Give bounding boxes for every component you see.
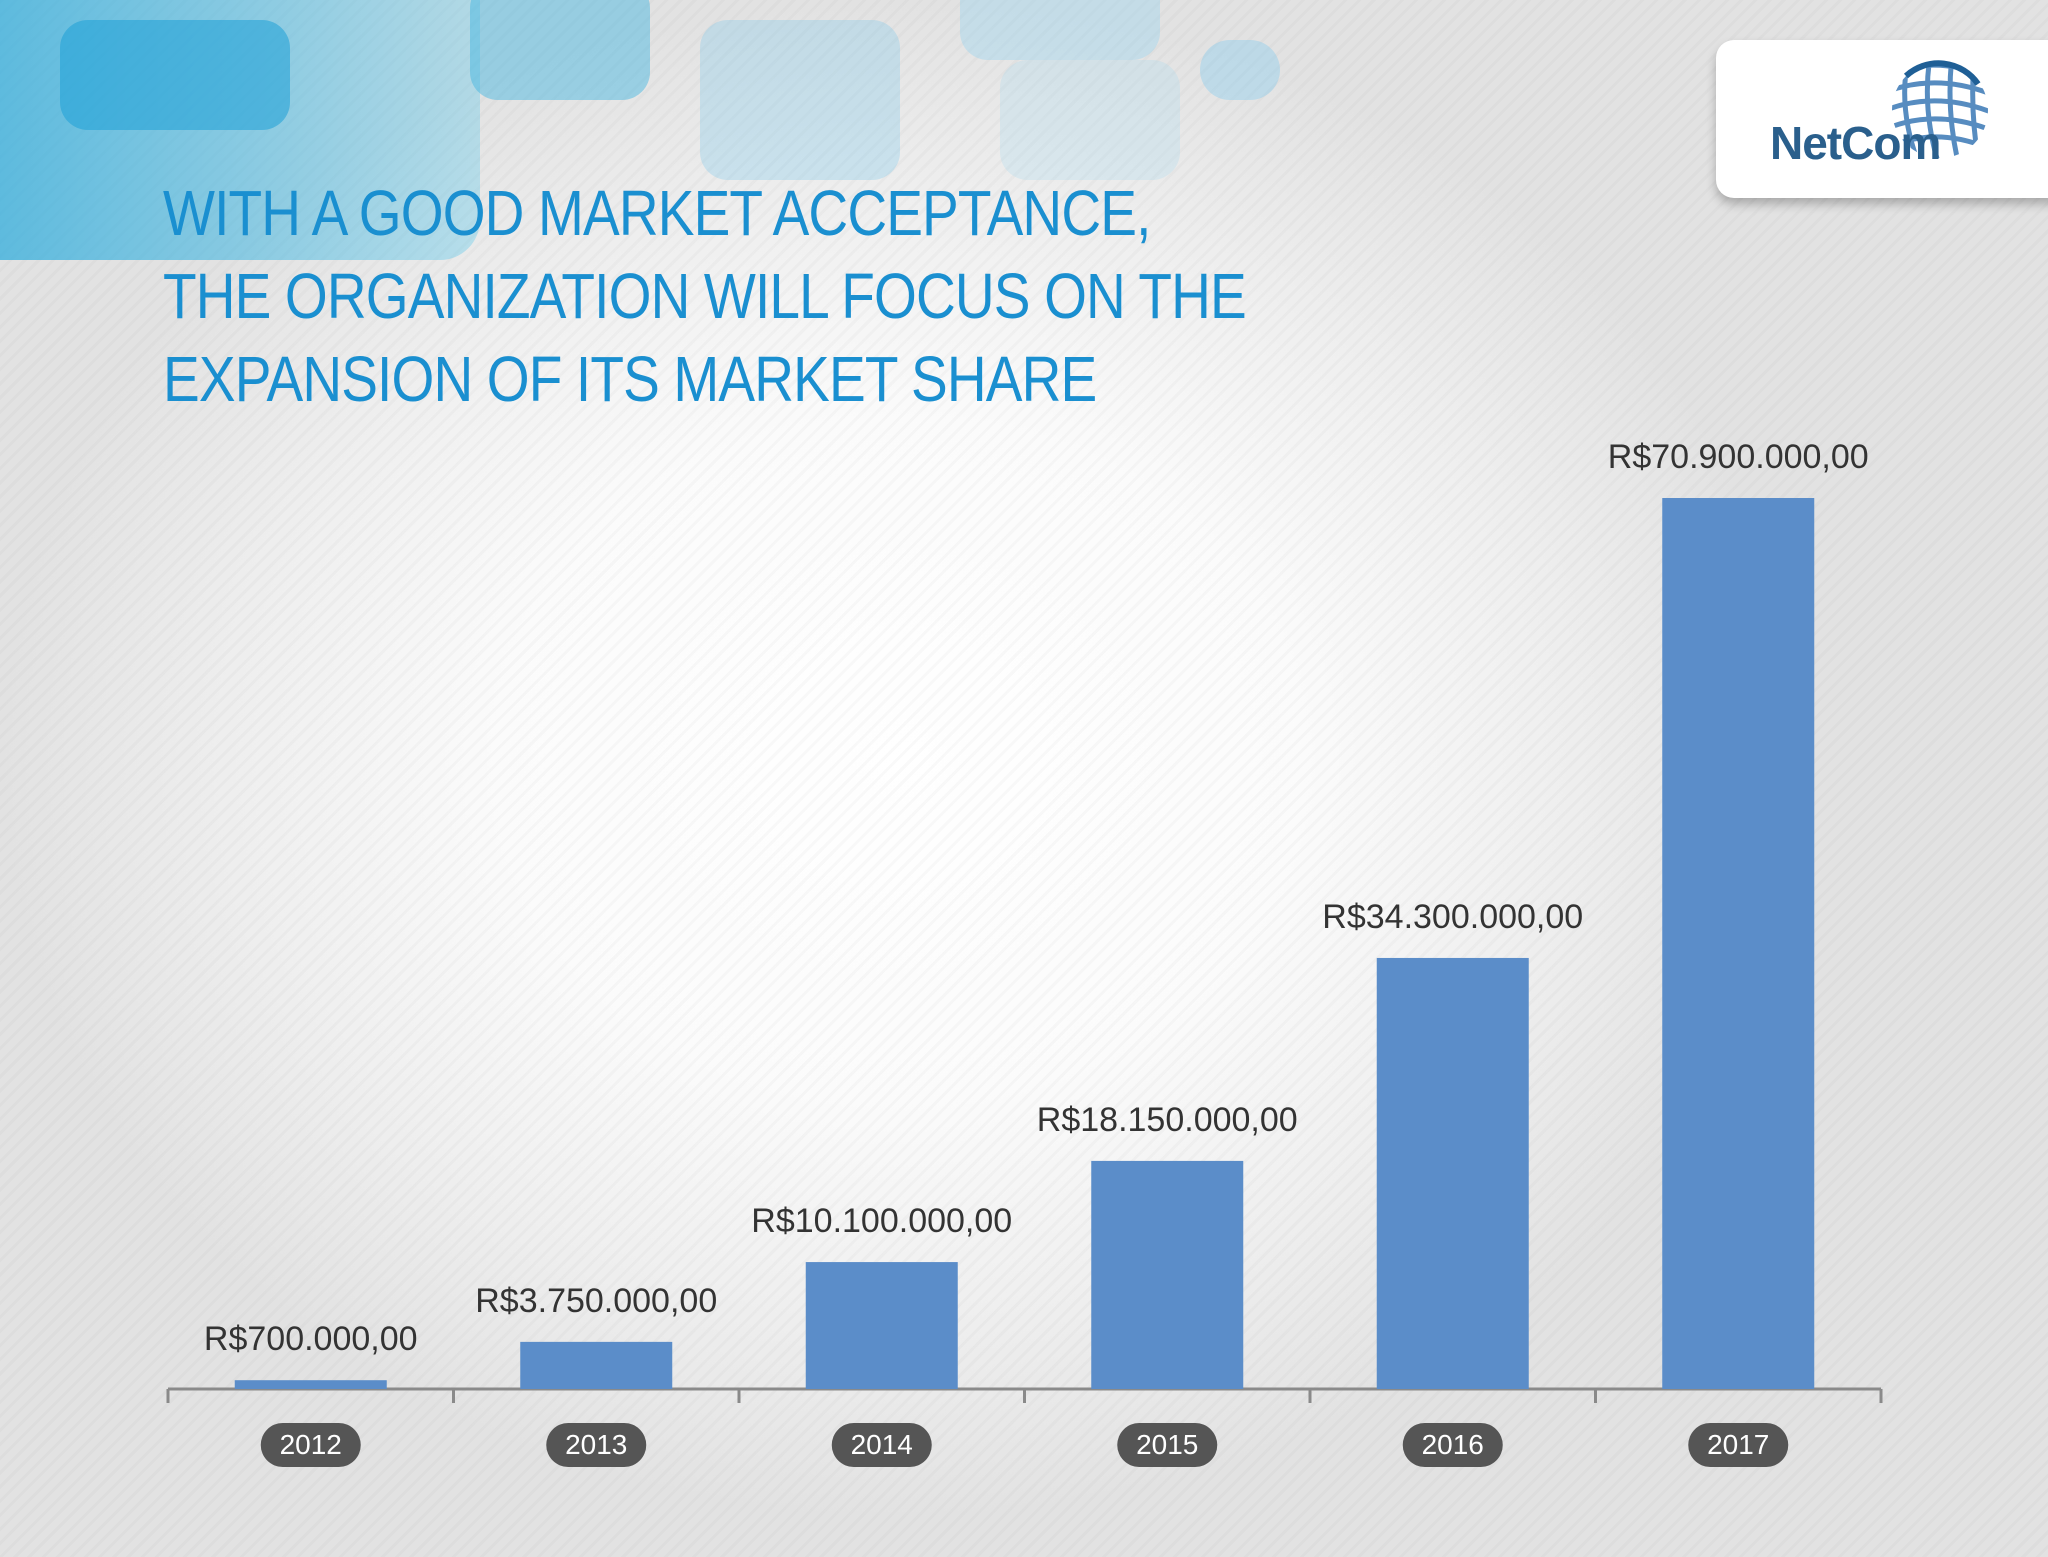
x-tick-label: 2013: [565, 1429, 627, 1460]
x-tick-label: 2016: [1422, 1429, 1484, 1460]
year-pill: [546, 1423, 647, 1467]
globe-icon: [1892, 60, 1988, 158]
bar: [1376, 957, 1529, 1389]
data-label: R$10.100.000,00: [751, 1202, 1012, 1240]
title-line: EXPANSION OF ITS MARKET SHARE: [163, 343, 1097, 415]
data-label: R$70.900.000,00: [1608, 438, 1869, 476]
year-pill: [831, 1423, 932, 1467]
bar: [520, 1341, 673, 1389]
x-tick-label: 2014: [851, 1429, 913, 1460]
title-line: THE ORGANIZATION WILL FOCUS ON THE: [163, 260, 1247, 332]
x-tick-label: 2012: [280, 1429, 342, 1460]
bar: [805, 1262, 958, 1389]
bar: [234, 1380, 387, 1389]
logo-text: NetCom: [1770, 117, 1941, 169]
year-pill: [1402, 1423, 1503, 1467]
x-tick-label: 2015: [1136, 1429, 1198, 1460]
x-tick-label: 2017: [1707, 1429, 1769, 1460]
data-label: R$34.300.000,00: [1322, 898, 1583, 936]
bar: [1091, 1160, 1244, 1389]
data-label: R$700.000,00: [204, 1320, 418, 1358]
data-label: R$3.750.000,00: [475, 1282, 717, 1320]
year-pill: [1117, 1423, 1218, 1467]
data-label: R$18.150.000,00: [1037, 1101, 1298, 1139]
logo-card: NetCom: [1716, 40, 2048, 198]
year-pill: [1688, 1423, 1789, 1467]
bar: [1662, 498, 1815, 1389]
year-pill: [260, 1423, 361, 1467]
page-title: WITH A GOOD MARKET ACCEPTANCE, THE ORGAN…: [163, 172, 1247, 421]
title-line: WITH A GOOD MARKET ACCEPTANCE,: [163, 177, 1151, 249]
